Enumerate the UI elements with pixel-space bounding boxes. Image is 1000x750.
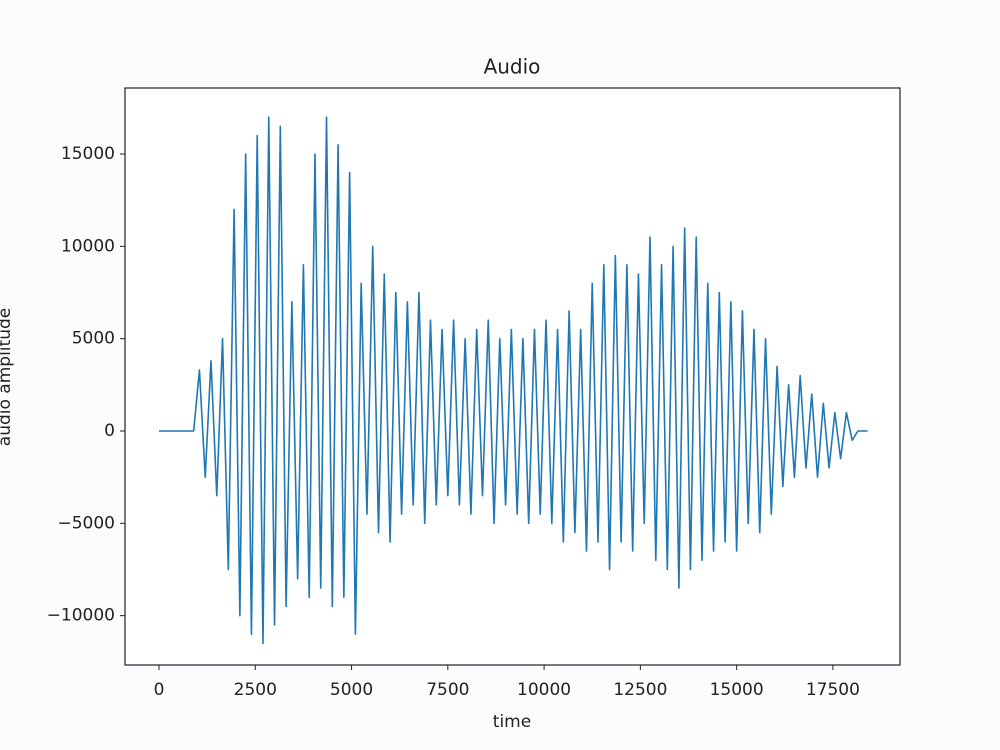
- x-tick-label: 7500: [426, 680, 469, 700]
- y-tick-label: 5000: [72, 329, 115, 349]
- x-tick-label: 12500: [613, 680, 667, 700]
- x-tick-label: 2500: [234, 680, 277, 700]
- y-tick-label: −5000: [57, 513, 115, 533]
- x-tick-label: 15000: [710, 680, 764, 700]
- x-tick-label: 17500: [806, 680, 860, 700]
- y-axis-label: audio amplitude: [0, 308, 15, 446]
- y-tick-label: 10000: [61, 236, 115, 256]
- x-tick-label: 10000: [517, 680, 571, 700]
- y-tick-label: 15000: [61, 144, 115, 164]
- waveform-line: [159, 116, 868, 645]
- x-tick-label: 0: [154, 680, 165, 700]
- x-axis-label: time: [493, 712, 531, 732]
- x-tick-label: 5000: [330, 680, 373, 700]
- y-tick-label: 0: [104, 421, 115, 441]
- chart-title: Audio: [484, 55, 541, 79]
- y-tick-label: −10000: [47, 606, 115, 626]
